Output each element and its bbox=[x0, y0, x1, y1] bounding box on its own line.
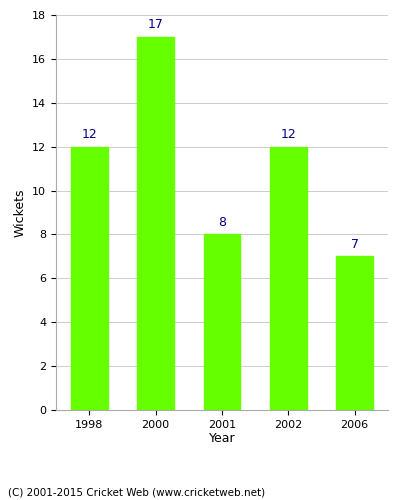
Text: 8: 8 bbox=[218, 216, 226, 229]
Text: 7: 7 bbox=[351, 238, 359, 251]
Bar bbox=[204, 234, 240, 410]
Bar bbox=[138, 37, 174, 410]
Text: (C) 2001-2015 Cricket Web (www.cricketweb.net): (C) 2001-2015 Cricket Web (www.cricketwe… bbox=[8, 488, 265, 498]
Bar bbox=[71, 146, 108, 410]
Text: 17: 17 bbox=[148, 18, 164, 32]
X-axis label: Year: Year bbox=[209, 432, 235, 446]
Bar bbox=[336, 256, 373, 410]
Text: 12: 12 bbox=[82, 128, 97, 141]
Text: 12: 12 bbox=[280, 128, 296, 141]
Y-axis label: Wickets: Wickets bbox=[14, 188, 26, 237]
Bar bbox=[270, 146, 306, 410]
